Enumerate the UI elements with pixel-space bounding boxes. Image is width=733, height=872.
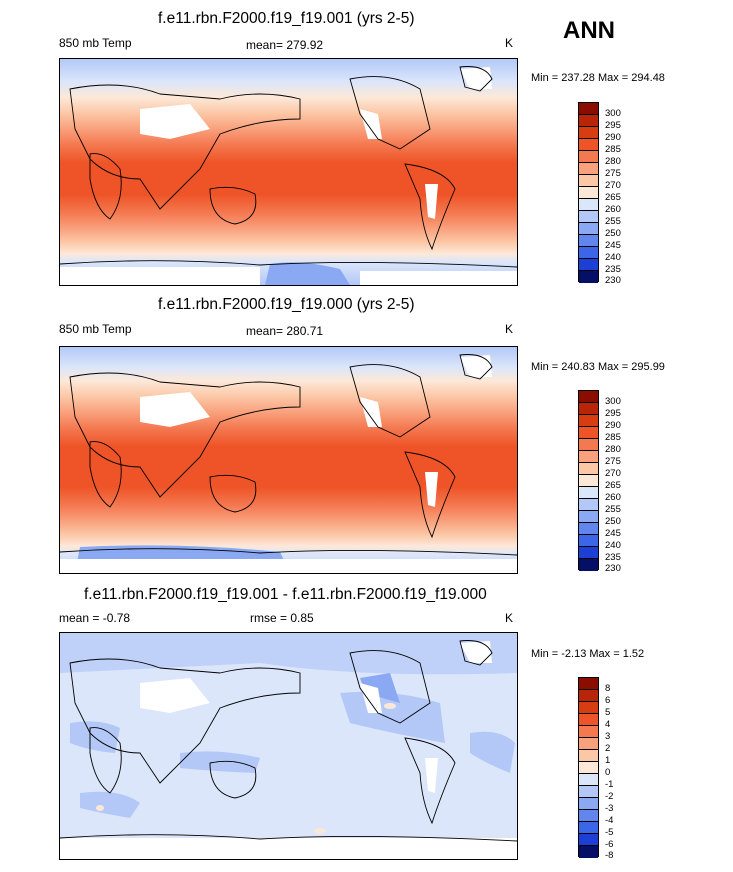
panel1-cbar-label: 295 [605,120,621,131]
panel2-cbar-label: 235 [605,552,621,563]
panel1-cbar-label: 265 [605,192,621,203]
panel3-cbar-label: 1 [605,755,611,766]
panel1-field-label: 850 mb Temp [59,36,132,50]
panel1-cbar-label: 275 [605,168,621,179]
panel1-cbar-label: 260 [605,204,621,215]
panel3-map [59,632,518,860]
panel2-field-label: 850 mb Temp [59,322,132,336]
panel3-cbar-label: -5 [605,827,614,838]
panel3-minmax: Min = -2.13 Max = 1.52 [531,648,645,660]
panel1-cbar-label: 250 [605,228,621,239]
season-label: ANN [563,17,615,44]
panel3-cbar-label: 8 [605,683,611,694]
panel2-cbar-label: 250 [605,516,621,527]
panel3-cbar-label: -4 [605,815,614,826]
panel1-mean: mean= 279.92 [246,38,324,52]
panel2-cbar-label: 285 [605,432,621,443]
panel3-cbar-label: -3 [605,803,614,814]
panel3-cbar-label: 3 [605,731,611,742]
panel2-cbar-label: 270 [605,468,621,479]
panel3-cbar-label: -2 [605,791,614,802]
panel2-cbar-label: 255 [605,504,621,515]
panel2-units: K [505,322,514,336]
panel1-cbar-label: 230 [605,275,621,286]
panel3-mean: mean = -0.78 [59,611,131,625]
panel1-cbar-label: 235 [605,264,621,275]
panel2-cbar-label: 300 [605,396,621,407]
panel1-cbar-label: 240 [605,252,621,263]
panel2-cbar-label: 260 [605,492,621,503]
panel2-cbar-label: 290 [605,420,621,431]
panel1-cbar-label: 290 [605,132,621,143]
panel3-rmse: rmse = 0.85 [250,611,314,625]
panel2-minmax: Min = 240.83 Max = 295.99 [531,361,665,373]
panel3-cbar-label: 0 [605,767,611,778]
panel1-cbar-label: 270 [605,180,621,191]
panel1-minmax: Min = 237.28 Max = 294.48 [531,72,665,84]
panel2-cbar-label: 240 [605,540,621,551]
panel2-mean: mean= 280.71 [246,324,324,338]
panel3-title: f.e11.rbn.F2000.f19_f19.001 - f.e11.rbn.… [84,586,487,603]
panel3-cbar-label: 5 [605,707,611,718]
panel1-cbar-label: 245 [605,240,621,251]
panel1-cbar-label: 300 [605,108,621,119]
panel1-map [59,58,518,286]
panel1-units: K [505,36,514,50]
panel3-cbar-label: 4 [605,719,611,730]
panel1-cbar-label: 280 [605,156,621,167]
panel2-map [59,346,518,574]
panel2-cbar-label: 295 [605,408,621,419]
panel2-cbar-label: 275 [605,456,621,467]
panel1-title: f.e11.rbn.F2000.f19_f19.001 (yrs 2-5) [158,10,415,27]
panel2-cbar-label: 230 [605,563,621,574]
panel3-cbar-label: -8 [605,850,614,861]
panel2-cbar-label: 280 [605,444,621,455]
panel3-units: K [505,611,514,625]
panel2-cbar-label: 265 [605,480,621,491]
panel2-cbar-label: 245 [605,528,621,539]
panel1-cbar-label: 255 [605,216,621,227]
panel1-cbar-label: 285 [605,144,621,155]
panel3-cbar-label: -1 [605,779,614,790]
panel3-cbar-label: 2 [605,743,611,754]
panel3-cbar-label: 6 [605,695,611,706]
panel3-cbar-label: -6 [605,839,614,850]
panel2-title: f.e11.rbn.F2000.f19_f19.000 (yrs 2-5) [158,296,415,313]
